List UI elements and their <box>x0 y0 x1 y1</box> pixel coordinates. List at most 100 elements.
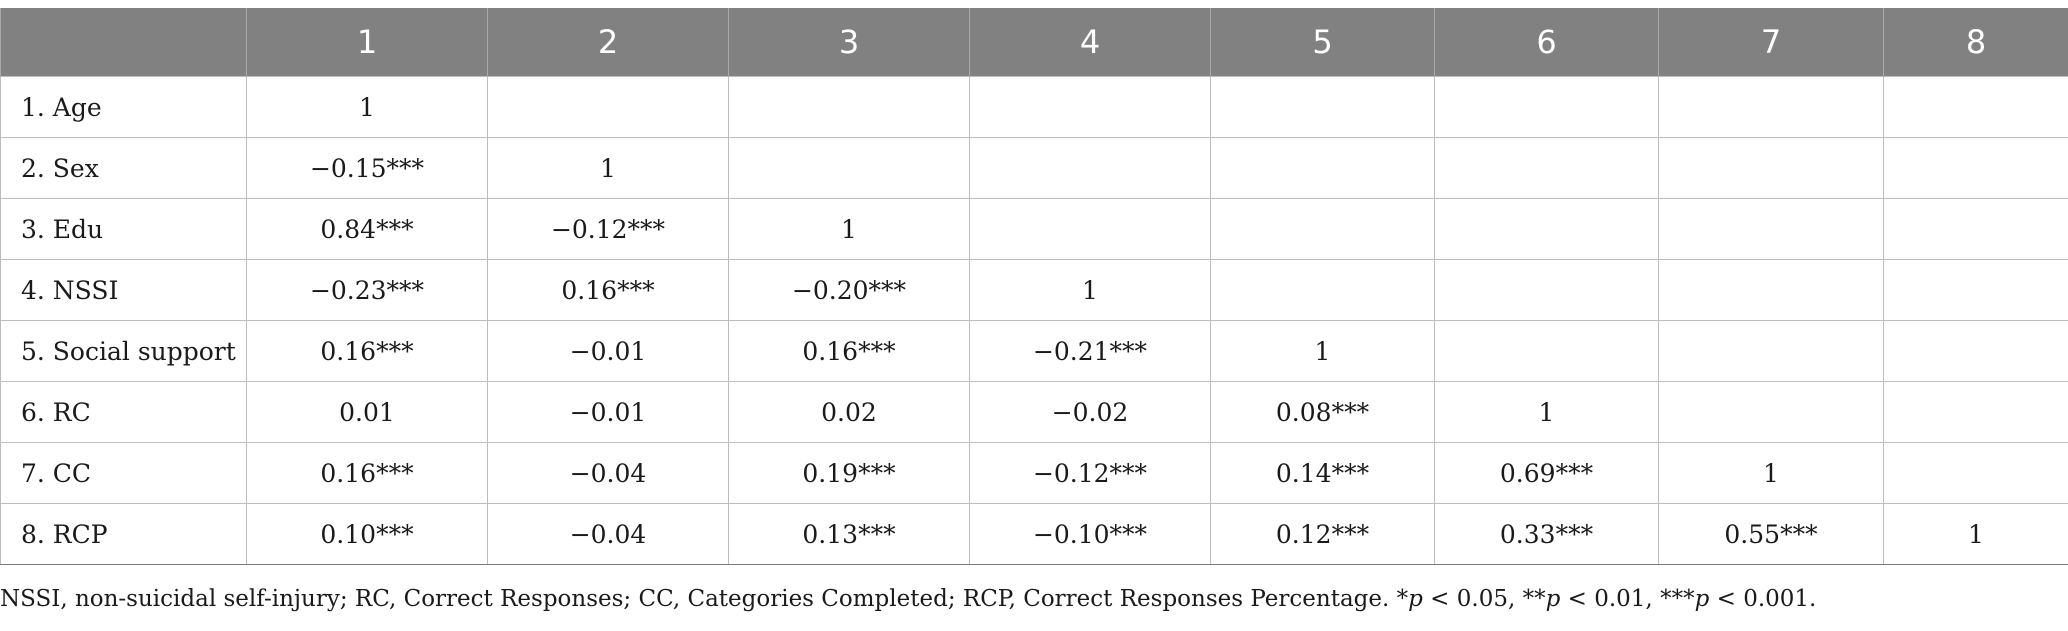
header-cell-col-7: 7 <box>1658 8 1884 77</box>
table-cell: 0.16*** <box>246 442 488 504</box>
row-label: 1. Age <box>0 76 247 138</box>
table-cell: −0.02 <box>969 381 1211 443</box>
table-cell: 0.16*** <box>246 320 488 382</box>
table-row: 2. Sex −0.15*** 1 <box>0 137 2068 199</box>
header-cell-col-1: 1 <box>246 8 488 77</box>
table-cell <box>969 137 1211 199</box>
table-cell: −0.23*** <box>246 259 488 321</box>
table-cell <box>1434 198 1659 260</box>
table-cell: 1 <box>1434 381 1659 443</box>
table-cell: 0.16*** <box>728 320 970 382</box>
table-cell: 1 <box>728 198 970 260</box>
row-label: 8. RCP <box>0 503 247 565</box>
table-cell: −0.04 <box>487 442 729 504</box>
table-cell: −0.10*** <box>969 503 1211 565</box>
table-cell <box>1434 259 1659 321</box>
table-cell <box>969 76 1211 138</box>
table-cell <box>1883 442 2068 504</box>
table-row: 8. RCP 0.10*** −0.04 0.13*** −0.10*** 0.12***… <box>0 503 2068 565</box>
table-cell: 0.12*** <box>1210 503 1435 565</box>
table-cell <box>1658 381 1884 443</box>
table-cell <box>1883 137 2068 199</box>
footnote-sig3-threshold: < 0.001. <box>1709 586 1817 612</box>
table-cell: −0.12*** <box>487 198 729 260</box>
table-cell: 0.02 <box>728 381 970 443</box>
footnote-sig3-p: p <box>1694 586 1710 612</box>
table-cell: 1 <box>969 259 1211 321</box>
table-cell <box>1210 76 1435 138</box>
header-cell-col-2: 2 <box>487 8 729 77</box>
table-cell <box>1883 381 2068 443</box>
header-cell-col-6: 6 <box>1434 8 1659 77</box>
header-cell-corner <box>0 8 247 77</box>
header-cell-col-8: 8 <box>1883 8 2068 77</box>
table-row: 6. RC 0.01 −0.01 0.02 −0.02 0.08*** 1 <box>0 381 2068 443</box>
footnote-sig2-stars: ** <box>1522 586 1546 612</box>
footnote-sig1-p: p <box>1408 586 1423 612</box>
table-row: 3. Edu 0.84*** −0.12*** 1 <box>0 198 2068 260</box>
table-cell: 0.01 <box>246 381 488 443</box>
table-cell <box>1658 320 1884 382</box>
row-label: 2. Sex <box>0 137 247 199</box>
table-cell <box>1434 76 1659 138</box>
table-row: 5. Social support 0.16*** −0.01 0.16*** −0.2… <box>0 320 2068 382</box>
table-cell <box>1658 76 1884 138</box>
table-cell <box>728 76 970 138</box>
table-cell <box>1883 198 2068 260</box>
table-cell <box>1658 137 1884 199</box>
table-cell <box>728 137 970 199</box>
table-cell <box>1210 198 1435 260</box>
footnote-sig1-stars: * <box>1396 586 1409 612</box>
table-body: 1. Age 1 2. Sex −0.15*** 1 3. Edu 0.84*** −0.12… <box>0 76 2068 565</box>
table-cell: 1 <box>487 137 729 199</box>
table-cell <box>969 198 1211 260</box>
row-label: 7. CC <box>0 442 247 504</box>
footnote-sig2-p: p <box>1545 586 1561 612</box>
table-row: 7. CC 0.16*** −0.04 0.19*** −0.12*** 0.14*** 0… <box>0 442 2068 504</box>
table-cell: 0.14*** <box>1210 442 1435 504</box>
table-cell <box>1434 137 1659 199</box>
table-cell <box>1434 320 1659 382</box>
table-row: 4. NSSI −0.23*** 0.16*** −0.20*** 1 <box>0 259 2068 321</box>
row-label: 4. NSSI <box>0 259 247 321</box>
row-label: 3. Edu <box>0 198 247 260</box>
table-cell: −0.12*** <box>969 442 1211 504</box>
table-cell <box>1658 259 1884 321</box>
header-cell-col-4: 4 <box>969 8 1211 77</box>
table-cell: 0.13*** <box>728 503 970 565</box>
table-cell <box>1883 76 2068 138</box>
table-cell <box>1658 198 1884 260</box>
header-cell-col-5: 5 <box>1210 8 1435 77</box>
table-cell: 1 <box>246 76 488 138</box>
table-cell: −0.01 <box>487 381 729 443</box>
table-cell: −0.20*** <box>728 259 970 321</box>
table-cell: 0.08*** <box>1210 381 1435 443</box>
table-cell: 1 <box>1883 503 2068 565</box>
table-cell <box>1883 320 2068 382</box>
table-cell: −0.21*** <box>969 320 1211 382</box>
table-cell <box>1883 259 2068 321</box>
table-cell: −0.15*** <box>246 137 488 199</box>
header-cell-col-3: 3 <box>728 8 970 77</box>
table-footnote: NSSI, non-suicidal self-injury; RC, Corr… <box>0 586 1816 612</box>
table-cell <box>487 76 729 138</box>
table-cell: 1 <box>1658 442 1884 504</box>
footnote-abbreviations: NSSI, non-suicidal self-injury; RC, Corr… <box>0 586 1397 612</box>
row-label: 6. RC <box>0 381 247 443</box>
table-cell: 0.19*** <box>728 442 970 504</box>
table-cell: −0.04 <box>487 503 729 565</box>
table-row: 1. Age 1 <box>0 76 2068 138</box>
table-cell: 0.16*** <box>487 259 729 321</box>
table-cell: 0.84*** <box>246 198 488 260</box>
table-cell: 0.55*** <box>1658 503 1884 565</box>
table-cell <box>1210 259 1435 321</box>
footnote-sig1-threshold: < 0.05, <box>1422 586 1523 612</box>
footnote-sig3-stars: *** <box>1660 586 1695 612</box>
table-cell: −0.01 <box>487 320 729 382</box>
table-cell: 1 <box>1210 320 1435 382</box>
table-cell: 0.69*** <box>1434 442 1659 504</box>
table-cell: 0.10*** <box>246 503 488 565</box>
